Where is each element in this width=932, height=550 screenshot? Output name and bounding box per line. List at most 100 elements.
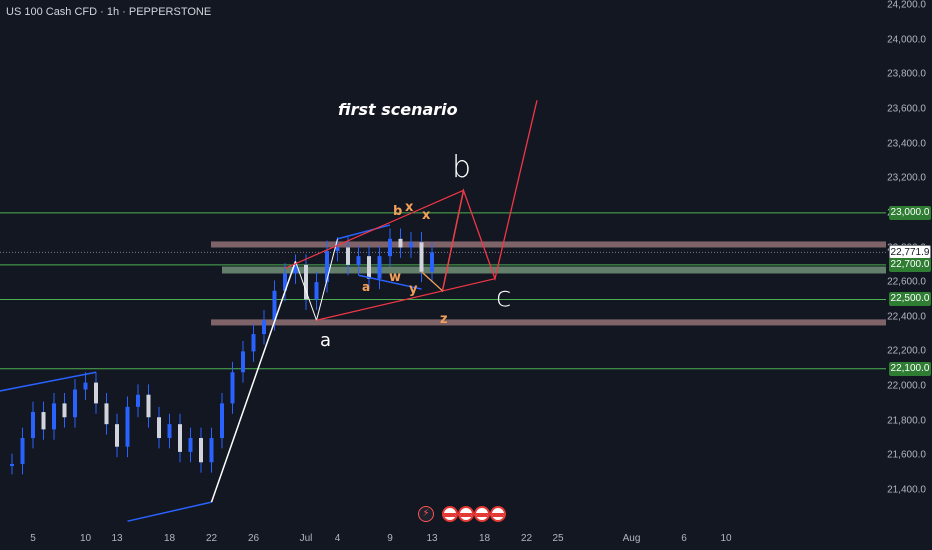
candle-body [367, 256, 371, 279]
candle-body [73, 389, 77, 418]
y-tick-label: 23,800.0 [887, 68, 926, 80]
x-tick-label: 13 [111, 533, 123, 544]
y-tick-label: 22,600.0 [887, 276, 926, 288]
candle-body [419, 242, 424, 272]
candle-body [188, 438, 193, 452]
candle-body [377, 256, 382, 279]
us-flag-icon[interactable] [442, 506, 458, 522]
candle-body [241, 351, 245, 373]
y-tick-label: 21,800.0 [887, 415, 926, 427]
us-flag-icon[interactable] [474, 506, 490, 522]
candle-body [94, 382, 98, 404]
x-tick-label: 10 [79, 533, 92, 544]
wave-label-a-major: a [320, 330, 332, 351]
x-tick-label: 5 [30, 533, 36, 544]
candle-body [325, 250, 329, 283]
candle-body [304, 264, 308, 300]
candle-body [10, 464, 14, 467]
candle-body [220, 403, 224, 439]
candle-body [430, 252, 434, 272]
candle-body [136, 394, 140, 407]
x-tick-label: Aug [622, 533, 641, 544]
red-scenario-path [441, 100, 538, 291]
wave-label-y: y [409, 282, 418, 297]
x-tick-label: 18 [478, 533, 491, 544]
candle-body [314, 282, 319, 300]
y-tick-label: 23,200.0 [887, 172, 926, 184]
scenario-label: first scenario [338, 100, 458, 119]
candle-body [199, 438, 203, 463]
x-tick-label: 18 [163, 533, 176, 544]
candle-body [335, 247, 340, 251]
candle-body [115, 424, 119, 447]
blue-channel-top [337, 224, 391, 240]
x-tick-label: 25 [552, 533, 564, 544]
candle-body [62, 403, 67, 418]
x-tick-label: 22 [205, 533, 218, 544]
level-price-badge: 22,700.0 [889, 257, 931, 272]
us-flag-icon[interactable] [458, 506, 474, 522]
red-wedge-lower [316, 278, 496, 321]
y-tick-label: 21,600.0 [887, 449, 926, 461]
candle-body [167, 424, 172, 439]
candle-body [251, 334, 256, 352]
wave-label-z: z [440, 312, 448, 327]
blue-channel-bottom [358, 274, 422, 290]
red-wedge-upper [284, 189, 464, 269]
zone-upper-zone [211, 241, 886, 248]
candle-body [356, 256, 361, 265]
candle-body [157, 417, 161, 439]
wave-label-x-upper: x [405, 200, 414, 215]
level-price-badge: 23,000.0 [889, 205, 931, 220]
level-price-badge: 22,500.0 [889, 292, 931, 307]
candle-body [146, 394, 151, 418]
candle-body [41, 412, 46, 430]
blue-trendline-lower [127, 501, 212, 522]
candle-body [52, 403, 56, 430]
candle-body [262, 320, 266, 335]
candle-body [209, 438, 214, 463]
candle-body [346, 247, 350, 265]
candle-body [293, 264, 298, 274]
candle-body [104, 403, 109, 425]
wave-label-b-small: b [393, 204, 403, 219]
wave-label-x-right: x [422, 208, 431, 223]
symbol-title: US 100 Cash CFD · 1h · PEPPERSTONE [6, 6, 212, 18]
wave-label-b-major: b [452, 150, 472, 185]
candle-body [283, 273, 287, 291]
x-tick-label: 13 [426, 533, 438, 544]
economic-events: ⚡ [418, 506, 506, 524]
x-tick-label: 26 [247, 533, 260, 544]
x-tick-label: 9 [387, 533, 393, 544]
wave-label-w: w [389, 270, 402, 285]
y-tick-label: 22,000.0 [887, 380, 926, 392]
blue-trendline-upper [0, 371, 97, 392]
white-swing [295, 261, 317, 321]
y-tick-label: 23,400.0 [887, 138, 926, 150]
zone-lower-zone [211, 319, 886, 326]
y-tick-label: 22,200.0 [887, 345, 926, 357]
level-price-badge: 22,100.0 [889, 361, 931, 376]
x-tick-label: 10 [720, 533, 732, 544]
white-trendline [210, 261, 297, 503]
us-flag-icon[interactable] [490, 506, 506, 522]
wave-label-c-major: c [496, 280, 512, 313]
wave-label-a-small: a [362, 280, 371, 294]
candle-body [230, 372, 235, 404]
x-tick-label: 6 [681, 533, 687, 544]
x-tick-label: 22 [520, 533, 533, 544]
candle-body [388, 238, 392, 257]
y-tick-label: 21,400.0 [887, 484, 926, 496]
y-tick-label: 23,600.0 [887, 103, 926, 115]
white-swing-2 [316, 238, 338, 321]
candle-body [83, 382, 88, 390]
y-tick-label: 24,000.0 [887, 34, 926, 46]
x-tick-label: 4 [334, 533, 341, 544]
y-tick-label: 22,400.0 [887, 311, 926, 323]
lightning-icon[interactable]: ⚡ [418, 506, 434, 522]
candle-body [20, 438, 25, 465]
zone-middle-zone [222, 266, 886, 274]
y-tick-label: 24,200.0 [887, 0, 926, 11]
